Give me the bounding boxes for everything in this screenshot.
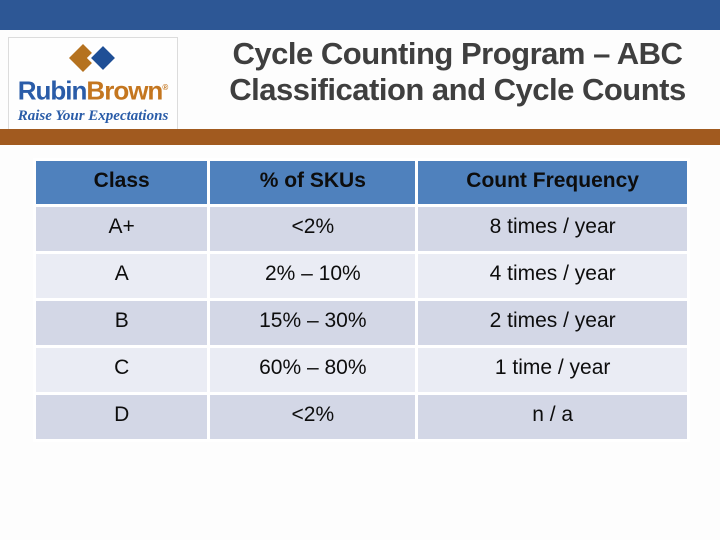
cell-class: D bbox=[32, 392, 211, 442]
cell-frequency: 1 time / year bbox=[415, 345, 690, 395]
cell-frequency: n / a bbox=[415, 392, 690, 442]
abc-classification-table: Class % of SKUs Count Frequency A+ <2% 8… bbox=[32, 158, 690, 442]
column-header-class: Class bbox=[32, 158, 211, 207]
brown-accent-bar bbox=[0, 129, 720, 145]
table-row: A 2% – 10% 4 times / year bbox=[32, 251, 690, 301]
cell-skus: 2% – 10% bbox=[207, 251, 419, 301]
diamond-right-blue bbox=[86, 42, 120, 74]
cell-skus: <2% bbox=[207, 392, 419, 442]
rubinbrown-logo: RubinBrown® Raise Your Expectations bbox=[8, 37, 178, 130]
table-row: A+ <2% 8 times / year bbox=[32, 204, 690, 254]
column-header-skus: % of SKUs bbox=[207, 158, 419, 207]
top-blue-bar bbox=[0, 0, 720, 30]
brand-brown: Brown bbox=[86, 75, 163, 106]
slide-title-line1: Cycle Counting Program – ABC bbox=[232, 36, 683, 71]
table-row: C 60% – 80% 1 time / year bbox=[32, 345, 690, 395]
brand-rubin: Rubin bbox=[17, 75, 88, 106]
diamond-left-orange bbox=[69, 44, 97, 72]
cell-skus: 60% – 80% bbox=[207, 345, 419, 395]
table-body: A+ <2% 8 times / year A 2% – 10% 4 times… bbox=[32, 204, 690, 442]
table-row: B 15% – 30% 2 times / year bbox=[32, 298, 690, 348]
cell-class: A+ bbox=[32, 204, 211, 254]
cell-skus: 15% – 30% bbox=[207, 298, 419, 348]
cell-frequency: 8 times / year bbox=[415, 204, 690, 254]
cell-skus: <2% bbox=[207, 204, 419, 254]
registered-mark: ® bbox=[162, 83, 169, 92]
two-diamonds-icon bbox=[69, 42, 120, 74]
table-row: D <2% n / a bbox=[32, 392, 690, 442]
brand-tagline: Raise Your Expectations bbox=[17, 107, 169, 124]
cell-frequency: 2 times / year bbox=[415, 298, 690, 348]
slide-title-line2: Classification and Cycle Counts bbox=[229, 72, 686, 107]
cell-class: B bbox=[32, 298, 211, 348]
table-header-row: Class % of SKUs Count Frequency bbox=[32, 158, 690, 207]
cell-class: C bbox=[32, 345, 211, 395]
column-header-frequency: Count Frequency bbox=[415, 158, 690, 207]
slide-title: Cycle Counting Program – ABC Classificat… bbox=[200, 36, 715, 108]
brand-wordmark: RubinBrown® bbox=[18, 74, 168, 105]
cell-frequency: 4 times / year bbox=[415, 251, 690, 301]
cell-class: A bbox=[32, 251, 211, 301]
